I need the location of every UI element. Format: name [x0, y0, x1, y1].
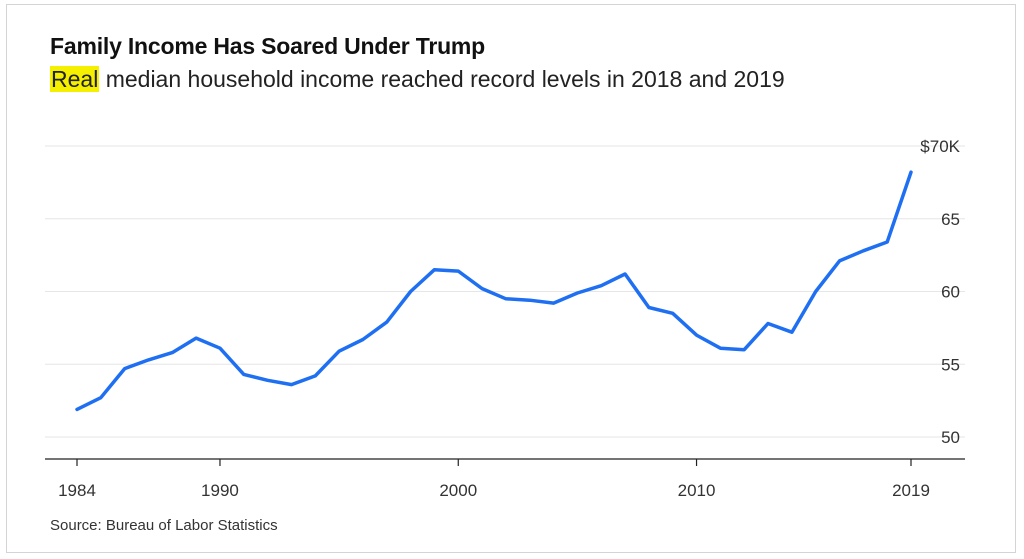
x-tick-label: 2010 — [678, 481, 716, 500]
y-tick-label: 55 — [941, 355, 960, 374]
x-tick-label: 1984 — [58, 481, 96, 500]
x-axis — [45, 458, 965, 466]
y-tick-label: $70K — [920, 137, 960, 156]
source-note: Source: Bureau of Labor Statistics — [50, 517, 278, 534]
chart-title: Family Income Has Soared Under Trump — [50, 33, 486, 59]
subtitle-highlight: Real — [50, 66, 100, 92]
gridlines — [45, 145, 965, 438]
y-tick-label: 65 — [941, 210, 960, 229]
x-tick-label: 1990 — [201, 481, 239, 500]
series-layer — [75, 170, 913, 412]
chart-frame — [6, 4, 1016, 553]
series-line — [75, 170, 913, 412]
x-tick-label: 2019 — [892, 481, 930, 500]
x-tick-label: 2000 — [439, 481, 477, 500]
y-tick-label: 60 — [941, 283, 960, 302]
y-tick-label: 50 — [941, 428, 960, 447]
x-tick-labels: 1984 1990 2000 2010 2019 — [58, 481, 930, 500]
y-tick-labels: 50 55 60 65 $70K — [920, 137, 960, 447]
chart-subtitle: Real median household income reached rec… — [50, 66, 785, 93]
subtitle-text: median household income reached record l… — [99, 66, 785, 92]
